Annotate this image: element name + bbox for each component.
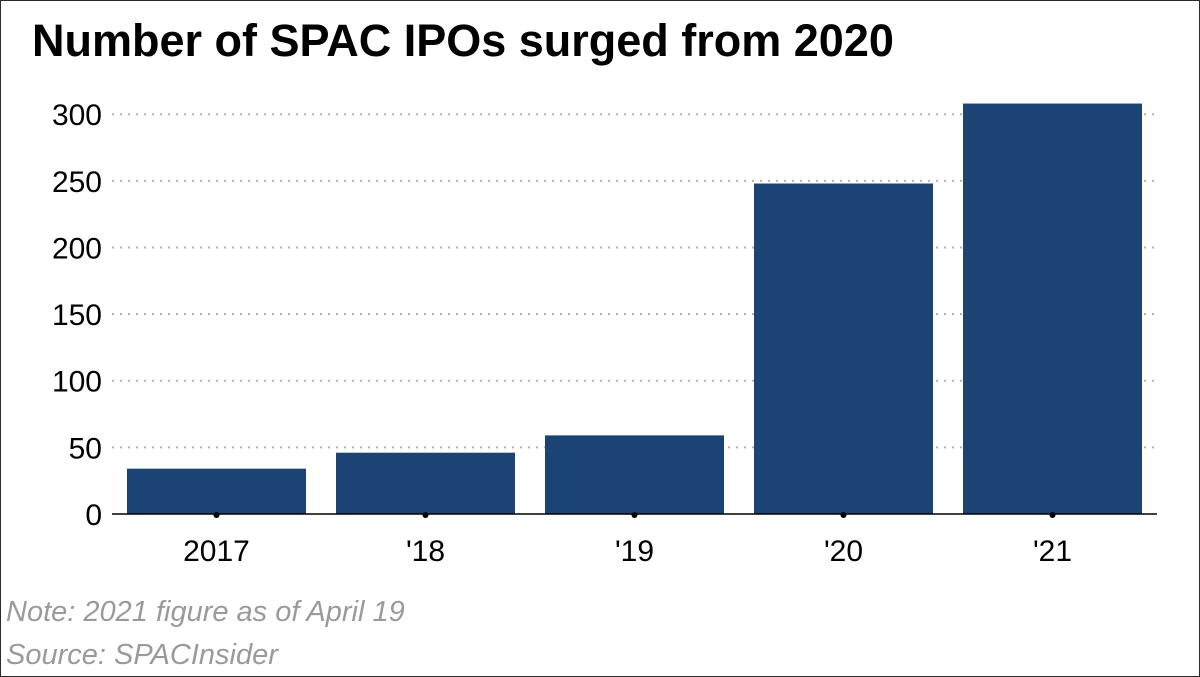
x-tick-mark-2 <box>631 512 638 518</box>
chart-note: Note: 2021 figure as of April 19 <box>6 596 405 628</box>
y-tick-label-50: 50 <box>69 432 102 465</box>
x-axis-tick-labels: 2017 '18 '19 '20 '21 <box>183 535 1072 568</box>
y-tick-label-0: 0 <box>85 499 102 532</box>
x-tick-label-3: '20 <box>824 535 863 568</box>
bar-1 <box>336 452 515 514</box>
y-tick-label-300: 300 <box>52 99 102 132</box>
chart-title: Number of SPAC IPOs surged from 2020 <box>32 15 894 66</box>
x-tick-label-4: '21 <box>1033 535 1072 568</box>
bar-3 <box>754 183 933 514</box>
x-tick-mark-1 <box>422 512 429 518</box>
y-tick-label-150: 150 <box>52 299 102 332</box>
x-tick-label-0: 2017 <box>183 535 250 568</box>
x-axis-tick-marks <box>213 512 1056 518</box>
y-tick-label-200: 200 <box>52 232 102 265</box>
x-tick-mark-0 <box>213 512 220 518</box>
y-tick-label-250: 250 <box>52 166 102 199</box>
y-axis-tick-labels: 0 50 100 150 200 250 300 <box>52 99 102 532</box>
y-tick-label-100: 100 <box>52 366 102 399</box>
bar-0 <box>127 468 306 514</box>
chart-source: Source: SPACInsider <box>6 639 278 671</box>
x-tick-mark-4 <box>1049 512 1056 518</box>
bars <box>127 103 1142 514</box>
bar-4 <box>963 103 1142 514</box>
x-tick-label-1: '18 <box>406 535 445 568</box>
x-tick-mark-3 <box>840 512 847 518</box>
bar-2 <box>545 435 724 514</box>
x-tick-label-2: '19 <box>615 535 654 568</box>
